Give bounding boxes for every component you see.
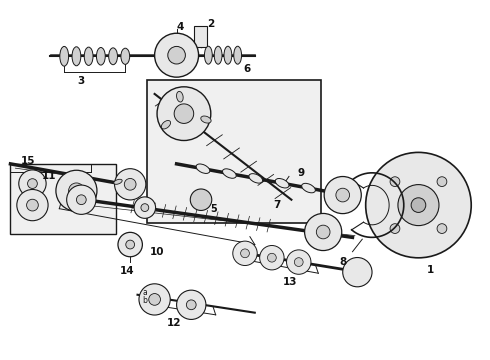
Circle shape (294, 258, 303, 266)
Text: 10: 10 (150, 247, 164, 257)
Ellipse shape (224, 46, 232, 64)
Circle shape (317, 225, 330, 239)
Ellipse shape (222, 169, 236, 178)
Circle shape (390, 224, 400, 233)
Text: 8: 8 (339, 257, 346, 267)
Text: 15: 15 (20, 156, 35, 166)
Ellipse shape (201, 116, 211, 123)
Ellipse shape (196, 164, 210, 174)
Ellipse shape (121, 48, 130, 64)
Circle shape (411, 198, 426, 212)
Ellipse shape (161, 121, 171, 129)
Ellipse shape (72, 47, 81, 66)
Circle shape (305, 213, 342, 251)
Text: 7: 7 (273, 200, 280, 210)
Text: a: a (143, 288, 147, 297)
Text: 2: 2 (207, 19, 215, 29)
Circle shape (27, 179, 37, 189)
Ellipse shape (249, 174, 263, 183)
Circle shape (124, 179, 136, 190)
Ellipse shape (84, 47, 93, 66)
Circle shape (260, 246, 284, 270)
Circle shape (17, 189, 48, 221)
Circle shape (141, 204, 149, 212)
Circle shape (268, 253, 276, 262)
Circle shape (241, 249, 249, 258)
Text: b: b (143, 296, 147, 305)
Ellipse shape (109, 48, 118, 65)
Circle shape (19, 170, 46, 197)
Text: 6: 6 (244, 64, 251, 74)
Circle shape (324, 176, 361, 213)
Circle shape (56, 170, 97, 211)
Ellipse shape (204, 46, 212, 64)
Circle shape (398, 185, 439, 226)
Circle shape (233, 241, 257, 266)
Circle shape (115, 169, 146, 200)
Circle shape (149, 293, 160, 305)
Circle shape (336, 188, 349, 202)
Circle shape (186, 300, 196, 310)
Circle shape (134, 197, 156, 219)
Circle shape (343, 257, 372, 287)
Circle shape (26, 199, 38, 211)
Circle shape (390, 177, 400, 186)
Circle shape (168, 46, 185, 64)
Bar (10, 164, 116, 234)
Text: 3: 3 (78, 76, 85, 86)
Ellipse shape (114, 179, 122, 184)
Bar (194, 26, 207, 47)
Circle shape (174, 104, 194, 123)
Circle shape (76, 195, 86, 204)
Ellipse shape (234, 46, 242, 64)
Circle shape (69, 183, 84, 199)
Text: 13: 13 (283, 277, 297, 287)
Text: 12: 12 (167, 319, 181, 328)
Circle shape (366, 152, 471, 258)
Circle shape (126, 240, 135, 249)
Ellipse shape (275, 179, 289, 188)
Circle shape (287, 250, 311, 274)
Text: 1: 1 (427, 265, 434, 275)
Ellipse shape (97, 48, 105, 65)
Bar (147, 80, 321, 223)
Circle shape (118, 232, 143, 257)
Text: 5: 5 (210, 204, 217, 214)
Circle shape (437, 177, 447, 186)
Circle shape (157, 87, 211, 140)
Ellipse shape (176, 91, 183, 102)
Ellipse shape (214, 46, 222, 64)
Text: 11: 11 (42, 171, 57, 181)
Circle shape (437, 224, 447, 233)
Circle shape (190, 189, 212, 211)
Ellipse shape (302, 183, 316, 193)
Text: 4: 4 (177, 22, 184, 32)
Circle shape (67, 185, 96, 214)
Circle shape (155, 33, 198, 77)
Text: 9: 9 (297, 168, 305, 178)
Ellipse shape (60, 46, 69, 66)
Circle shape (176, 290, 206, 319)
Text: 14: 14 (120, 266, 134, 276)
Circle shape (139, 284, 170, 315)
